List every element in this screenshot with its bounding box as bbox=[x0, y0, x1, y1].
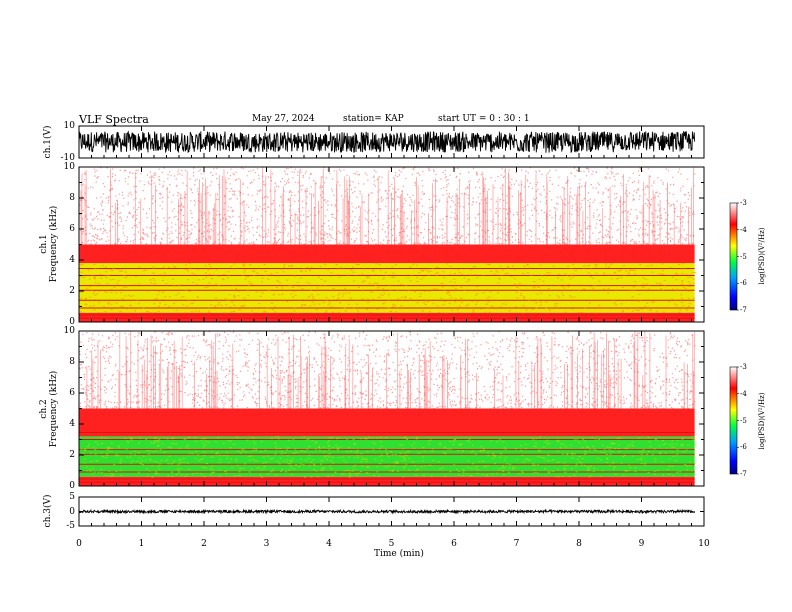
x-tick-label-9: 9 bbox=[638, 539, 645, 549]
ch1-waveform-ylabel: ch.1(V) bbox=[43, 125, 53, 159]
ch1-wave-ytick-label-10: 10 bbox=[63, 121, 75, 131]
ch2-spec-ytick-label-8: 8 bbox=[69, 357, 75, 367]
ch1-spec-texture bbox=[79, 263, 697, 314]
x-axis-label: Time (min) bbox=[374, 549, 424, 559]
ch1-spec-colorbar bbox=[729, 202, 738, 311]
ch2-spec-ytick-label-4: 4 bbox=[69, 419, 75, 429]
ch1-wave-ytick-label--10: -10 bbox=[60, 153, 76, 163]
ch2-spec-ytick-label-0: 0 bbox=[69, 481, 75, 491]
ch2-spec-cbtick-label--4: -4 bbox=[740, 389, 747, 398]
x-tick-label-6: 6 bbox=[451, 539, 457, 549]
ch2-spec-ytick-label-2: 2 bbox=[69, 450, 75, 460]
ch3-wave-ytick-label-5: 5 bbox=[69, 492, 75, 502]
x-tick-label-2: 2 bbox=[201, 539, 207, 549]
ch2-spec-ytick-label-6: 6 bbox=[69, 388, 75, 398]
ch2-spectrogram-ylabel-top: ch.2 bbox=[39, 399, 49, 419]
ch1-spectrogram-ylabel: Frequency (kHz) bbox=[49, 205, 59, 283]
ch1-spec-cbtick-label--6: -6 bbox=[740, 279, 747, 288]
ch2-spec-band-2 bbox=[79, 408, 695, 437]
ch1-spec-band-0 bbox=[79, 312, 695, 322]
x-tick-label-1: 1 bbox=[138, 539, 145, 549]
ch1-spec-band-1 bbox=[79, 263, 695, 313]
ch2-spec-cbtick-label--5: -5 bbox=[740, 416, 747, 425]
ch2-spec-band-0 bbox=[79, 476, 695, 486]
ch1-spec-ytick-label-0: 0 bbox=[69, 317, 75, 327]
ch1-spec-streaks bbox=[80, 167, 694, 245]
x-tick-label-3: 3 bbox=[263, 539, 270, 549]
ch2-spec-texture bbox=[80, 436, 697, 478]
x-tick-label-7: 7 bbox=[513, 539, 520, 549]
ch2-colorbar-label: log(PSD)(V²/Hz) bbox=[758, 392, 766, 450]
x-tick-label-5: 5 bbox=[388, 539, 395, 549]
ch2-spec-band-1 bbox=[79, 436, 695, 477]
ch1-spec-cbtick-label--5: -5 bbox=[740, 252, 747, 261]
ch3-waveform-ylabel: ch.3(V) bbox=[43, 494, 53, 528]
ch1-spec-ytick-label-6: 6 bbox=[69, 224, 75, 234]
ch1-spec-ytick-label-2: 2 bbox=[69, 286, 75, 296]
ch1-wave-trace bbox=[78, 130, 696, 154]
ch1-spec-speckle bbox=[79, 167, 696, 246]
ch2-spec-cbtick-label--6: -6 bbox=[740, 443, 747, 452]
ch2-spec-colorbar bbox=[729, 366, 738, 475]
station-label: station= KAP bbox=[343, 114, 404, 124]
x-tick-label-10: 10 bbox=[698, 539, 710, 549]
ch3-wave-ytick-label-0: 0 bbox=[69, 506, 75, 517]
ch2-spec-streaks bbox=[86, 331, 695, 409]
ch2-spec-cbtick-label--7: -7 bbox=[740, 470, 747, 478]
ch1-spec-cbtick-label--7: -7 bbox=[740, 306, 747, 314]
ch1-spec-band-2 bbox=[79, 244, 695, 264]
ch3-wave-trace bbox=[78, 508, 696, 515]
ch2-spectrogram-ylabel: Frequency (kHz) bbox=[49, 370, 59, 448]
ch1-spec-cbtick-label--3: -3 bbox=[740, 199, 747, 207]
ch1-colorbar-label: log(PSD)(V²/Hz) bbox=[758, 227, 766, 285]
x-tick-label-0: 0 bbox=[76, 539, 82, 549]
ch1-spec-ytick-label-4: 4 bbox=[69, 255, 75, 265]
date-label: May 27, 2024 bbox=[252, 114, 315, 124]
x-tick-label-8: 8 bbox=[576, 539, 582, 549]
x-tick-label-4: 4 bbox=[326, 539, 332, 549]
start-time-label: start UT = 0 : 30 : 1 bbox=[438, 114, 530, 124]
ch3-wave-ytick-label--5: -5 bbox=[66, 521, 75, 531]
ch1-spec-ytick-label-10: 10 bbox=[63, 162, 75, 172]
ch1-spec-ytick-label-8: 8 bbox=[69, 193, 75, 203]
ch2-spec-cbtick-label--3: -3 bbox=[740, 363, 747, 371]
chart-title: VLF Spectra bbox=[79, 113, 149, 126]
ch2-spec-ytick-label-10: 10 bbox=[63, 326, 75, 336]
ch1-spectrogram-ylabel-top: ch.1 bbox=[39, 234, 49, 254]
ch2-spec-speckle bbox=[79, 331, 696, 410]
ch2-spec-band-3 bbox=[79, 331, 695, 409]
ch1-spec-cbtick-label--4: -4 bbox=[740, 225, 747, 234]
